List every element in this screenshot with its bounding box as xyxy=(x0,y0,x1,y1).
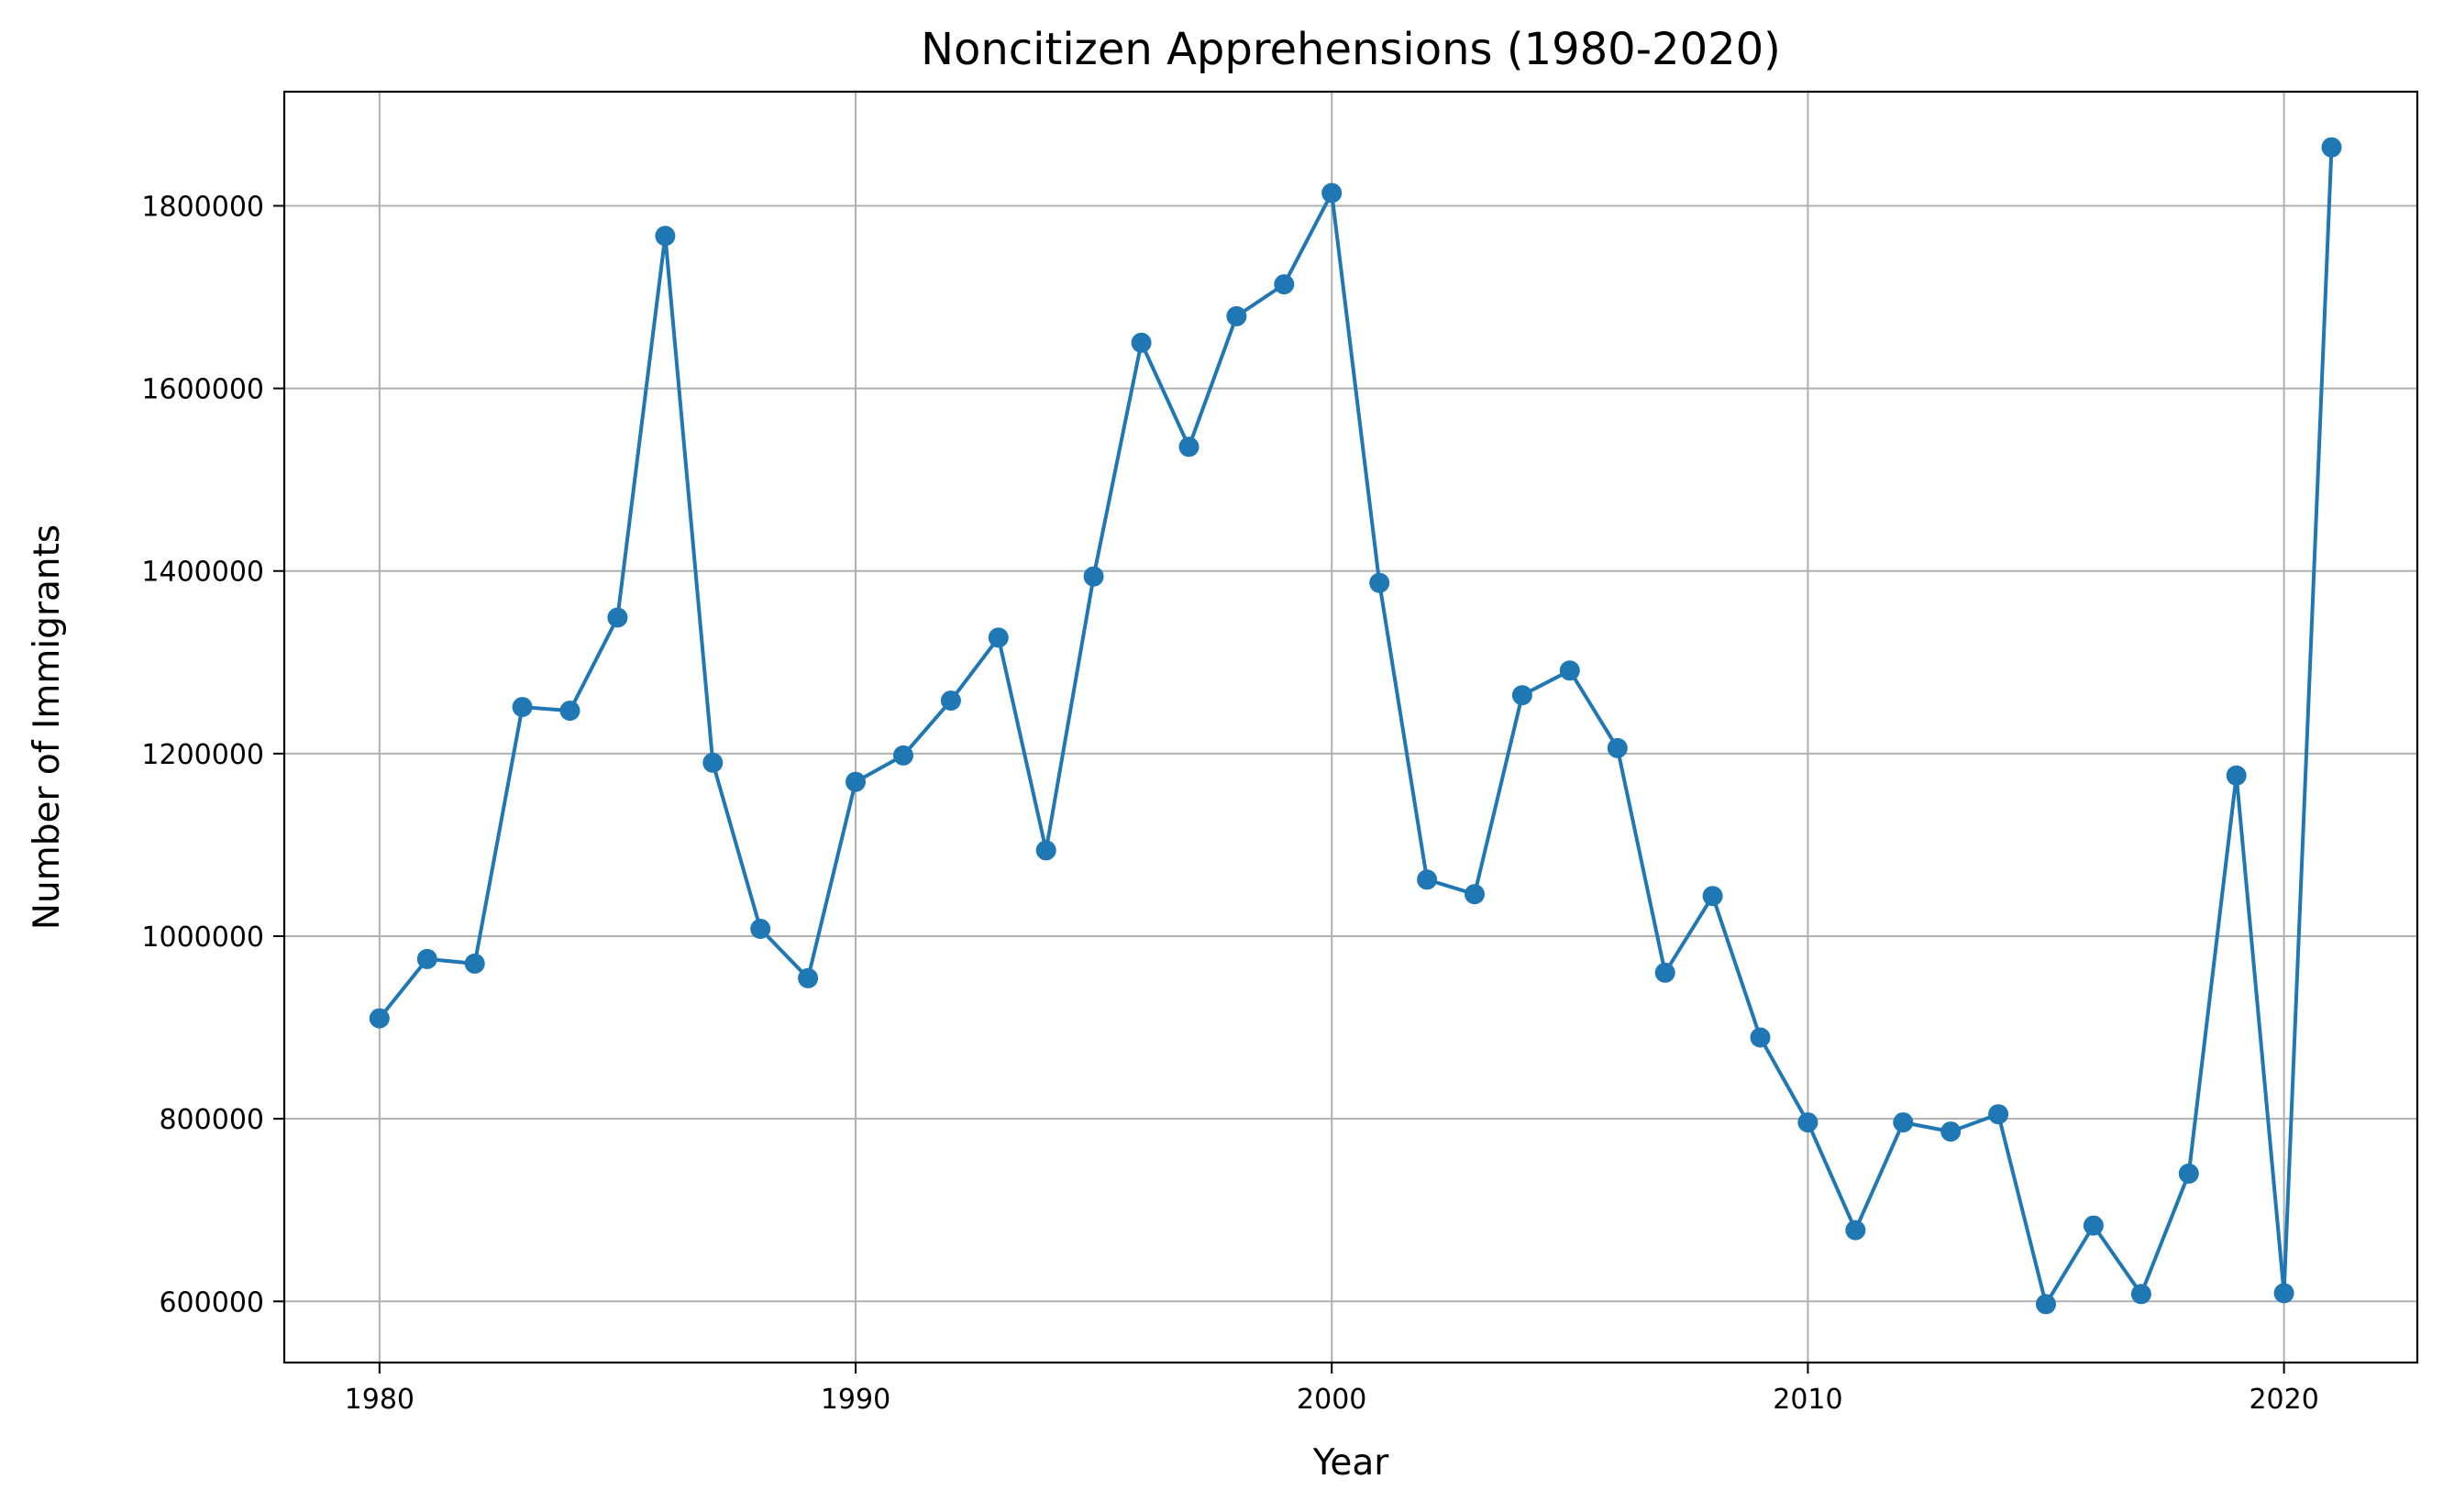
x-tick-label: 1990 xyxy=(821,1384,890,1416)
y-tick-label: 600000 xyxy=(159,1286,264,1319)
plot-frame xyxy=(282,90,2419,1364)
data-point xyxy=(1417,869,1438,890)
y-tick-label: 1200000 xyxy=(141,739,264,771)
data-point xyxy=(1654,962,1675,983)
data-point xyxy=(464,953,485,974)
grid xyxy=(284,92,2417,1363)
data-point xyxy=(559,701,580,722)
data-point xyxy=(1178,436,1199,458)
data-point xyxy=(1035,840,1056,861)
data-point xyxy=(988,627,1009,648)
y-tick-label: 1400000 xyxy=(141,557,264,589)
y-tick-label: 800000 xyxy=(159,1104,264,1136)
data-point xyxy=(2321,137,2342,158)
data-point xyxy=(893,745,913,766)
data-point xyxy=(1988,1104,2009,1125)
data-point xyxy=(1274,274,1295,295)
data-point xyxy=(416,948,437,969)
data-point xyxy=(940,690,961,712)
axis-ticks: 1980 1990 2000 2010 2020 600000 800000 1000000 1… xyxy=(141,191,2318,1416)
x-tick-label: 2000 xyxy=(1297,1384,1366,1416)
x-tick-label: 1980 xyxy=(345,1384,415,1416)
series-line xyxy=(378,147,2334,1307)
data-point xyxy=(2226,765,2247,786)
y-tick-label: 1600000 xyxy=(141,374,264,406)
x-tick-label: 2010 xyxy=(1773,1384,1842,1416)
data-point xyxy=(1750,1027,1771,1048)
data-point xyxy=(1845,1220,1866,1241)
data-point xyxy=(1893,1112,1914,1133)
data-point xyxy=(1321,182,1343,204)
data-point xyxy=(2178,1163,2199,1184)
data-point xyxy=(2273,1283,2294,1304)
data-point xyxy=(1559,660,1580,681)
data-point xyxy=(2036,1294,2056,1315)
data-point xyxy=(750,919,771,939)
x-tick-label: 2020 xyxy=(2249,1384,2318,1416)
data-point xyxy=(1607,737,1628,758)
data-point xyxy=(1797,1112,1818,1133)
data-point xyxy=(1511,685,1532,706)
y-axis-label: Number of Immigrants xyxy=(27,524,68,930)
y-tick-label: 1800000 xyxy=(141,191,264,223)
data-point xyxy=(607,607,628,628)
data-point xyxy=(1083,566,1104,587)
data-point xyxy=(655,226,676,247)
data-point xyxy=(1465,884,1485,905)
data-point xyxy=(2083,1215,2104,1236)
data-point xyxy=(1702,886,1723,907)
data-point xyxy=(1131,332,1152,353)
chart-title: Noncitizen Apprehensions (1980-2020) xyxy=(921,24,1781,75)
data-point xyxy=(369,1008,390,1029)
data-point xyxy=(798,967,819,988)
data-point xyxy=(2130,1284,2151,1305)
data-point xyxy=(1940,1121,1962,1142)
data-point xyxy=(512,697,533,718)
y-tick-label: 1000000 xyxy=(141,922,264,954)
data-point xyxy=(702,752,724,773)
x-axis-label: Year xyxy=(1312,1442,1390,1484)
data-point xyxy=(1369,572,1390,593)
data-point xyxy=(846,771,866,792)
data-point xyxy=(1226,305,1247,326)
data-series xyxy=(369,137,2342,1315)
